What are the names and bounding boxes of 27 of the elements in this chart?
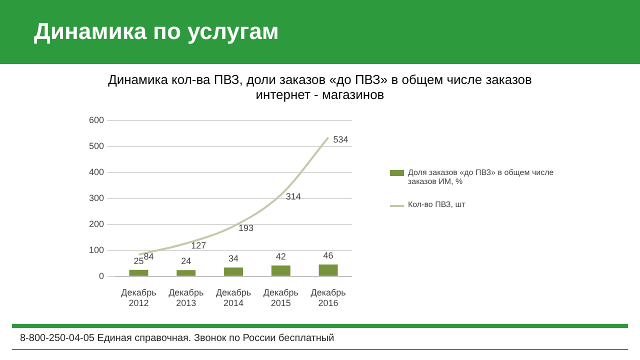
- data-label: 534: [333, 134, 348, 145]
- x-tick-label: Декабрь 2013: [168, 287, 204, 308]
- y-tick-label: 100: [88, 244, 104, 255]
- chart-subtitle: Динамика кол-ва ПВЗ, доли заказов «до ПВЗ» в общем числе заказов интернет - магазинов: [107, 72, 533, 102]
- legend-label: Доля заказов «до ПВЗ» в общем числе заказов ИМ, %: [408, 168, 555, 186]
- data-label: 46: [323, 250, 334, 260]
- x-tick-label: Декабрь 2015: [263, 287, 299, 308]
- text: 8-800-250-04-05 Единая справочная. Звонок по России бесплатный: [20, 333, 334, 344]
- x-tick-label: Декабрь 2014: [216, 287, 252, 308]
- y-tick-label: 0: [99, 270, 104, 281]
- data-label: 24: [181, 256, 192, 266]
- legend-label: Кол-во ПВЗ, шт: [408, 200, 466, 209]
- y-tick-label: 500: [88, 140, 104, 151]
- x-tick-label: Декабрь 2012: [121, 287, 157, 308]
- data-label: 84: [144, 252, 154, 262]
- data-label: 34: [228, 254, 239, 264]
- y-tick-label: 400: [88, 166, 104, 177]
- data-label: 25: [134, 256, 144, 266]
- y-tick-label: 200: [88, 218, 104, 229]
- data-label: 127: [191, 240, 206, 250]
- x-tick-label: Декабрь 2016: [310, 287, 346, 308]
- data-label: 42: [276, 251, 286, 262]
- data-label: 193: [238, 223, 254, 234]
- y-tick-label: 300: [88, 192, 104, 203]
- chart-title: Динамика по услугам: [34, 18, 279, 45]
- y-tick-label: 600: [88, 114, 104, 125]
- data-label: 314: [286, 192, 301, 202]
